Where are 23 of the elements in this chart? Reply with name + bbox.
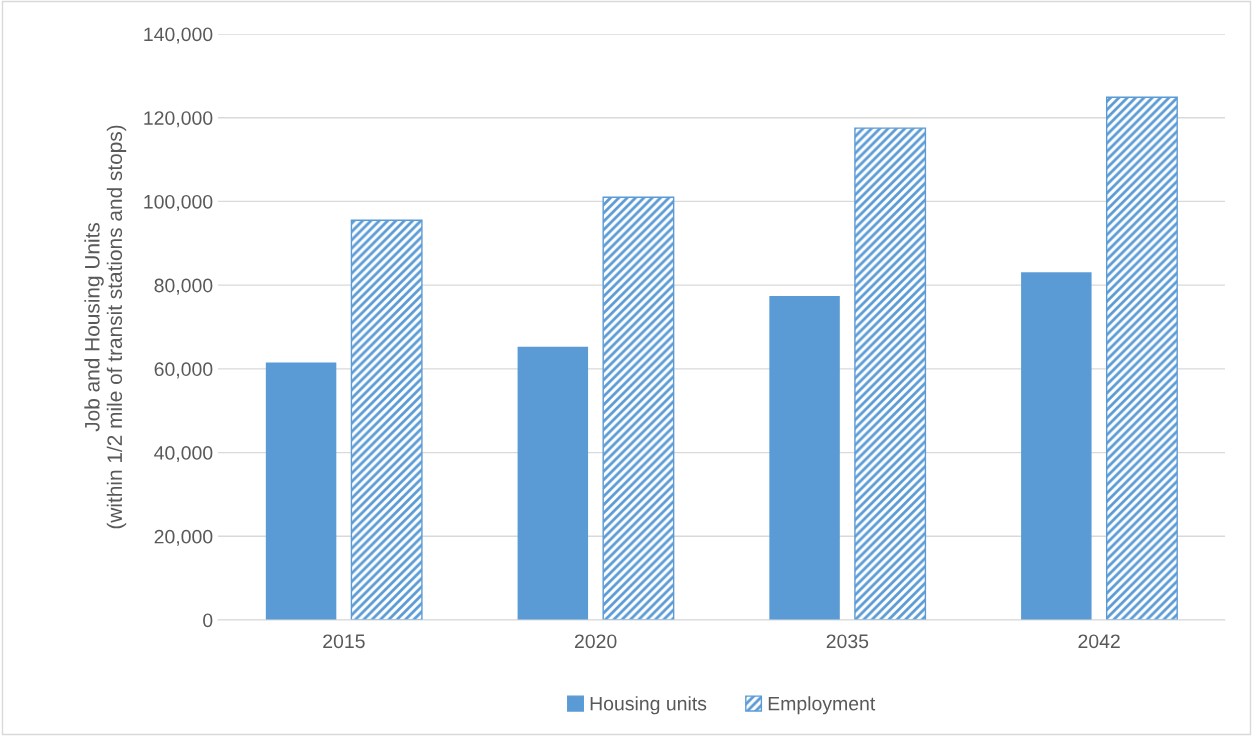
x-tick-label: 2020 — [574, 634, 617, 649]
legend-label: Employment — [768, 696, 876, 715]
y-tick-label: 80,000 — [154, 278, 213, 295]
bar — [602, 196, 675, 620]
y-tick-label: 20,000 — [154, 529, 213, 546]
bar — [769, 296, 840, 620]
bar — [350, 219, 423, 620]
y-tick-label: 100,000 — [144, 194, 213, 211]
legend-label: Housing units — [590, 696, 707, 715]
y-tick-label: 120,000 — [144, 111, 213, 128]
y-tick-label: 140,000 — [144, 27, 213, 44]
y-tick-label: 40,000 — [154, 446, 213, 463]
x-tick-label: 2015 — [323, 634, 365, 649]
y-tick-label: 0 — [203, 613, 213, 628]
bar — [1105, 96, 1178, 620]
bar — [854, 127, 927, 620]
x-tick-label: 2035 — [826, 634, 869, 649]
y-axis-title: Job and Housing Units (within 1/2 mile of transit stations and stops) — [84, 125, 127, 529]
bar — [265, 362, 337, 620]
bar — [517, 346, 589, 620]
x-tick-label: 2042 — [1078, 634, 1120, 649]
bar — [1021, 272, 1092, 620]
y-tick-label: 60,000 — [154, 362, 213, 379]
